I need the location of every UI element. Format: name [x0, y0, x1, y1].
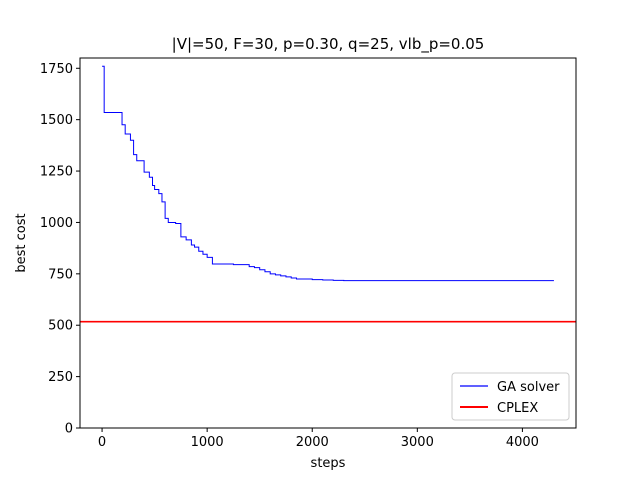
plot-area — [79, 57, 577, 429]
x-axis: 0 1000 2000 3000 4000 — [98, 428, 539, 450]
series-ga-solver-line — [102, 65, 554, 282]
x-tick-label: 2000 — [296, 435, 329, 450]
y-tick-label: 250 — [48, 370, 73, 385]
y-axis: 0 250 500 750 1000 1250 1500 1750 — [40, 62, 80, 437]
x-tick-label: 0 — [98, 435, 106, 450]
y-tick-label: 500 — [48, 319, 73, 334]
axes-frame — [79, 57, 577, 429]
y-axis-label: best cost — [14, 213, 29, 272]
x-tick-label: 3000 — [401, 435, 434, 450]
legend: GA solver CPLEX — [451, 372, 570, 421]
y-tick-label: 1000 — [40, 216, 73, 231]
y-tick-label: 1750 — [40, 62, 73, 77]
legend-label-ga-solver: GA solver — [497, 380, 560, 395]
legend-box — [451, 372, 570, 421]
x-axis-label: steps — [311, 456, 346, 471]
chart-title: |V|=50, F=30, p=0.30, q=25, vlb_p=0.05 — [172, 35, 485, 54]
x-tick-label: 4000 — [506, 435, 539, 450]
x-tick-label: 1000 — [191, 435, 224, 450]
y-tick-label: 1250 — [40, 165, 73, 180]
series-layer — [80, 65, 576, 323]
legend-label-cplex: CPLEX — [497, 401, 538, 416]
y-tick-label: 750 — [48, 267, 73, 282]
y-tick-label: 0 — [65, 422, 73, 437]
y-tick-label: 1500 — [40, 113, 73, 128]
